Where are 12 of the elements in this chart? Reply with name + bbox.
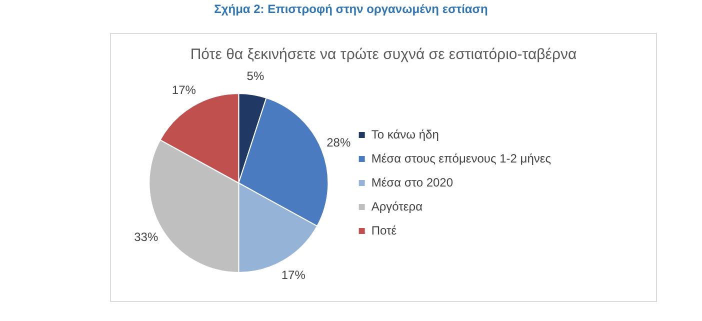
chart-title: Σχήμα 2: Επιστροφή στην οργανωμένη εστίαση xyxy=(213,2,489,16)
data-label: 28% xyxy=(326,136,351,150)
legend-label: Μέσα στους επόμενους 1-2 μήνες xyxy=(371,151,552,166)
data-label: 5% xyxy=(246,69,264,84)
legend-label: Το κάνω ήδη xyxy=(371,127,439,142)
legend-label: Αργότερα xyxy=(371,199,423,214)
data-label: 17% xyxy=(172,82,196,97)
legend-label: Μέσα στο 2020 xyxy=(371,175,454,190)
data-label: 33% xyxy=(134,230,158,244)
chart-subtitle: Πότε θα ξεκινήσετε να τρώτε συχνά σε εστιατόριο-ταβέρνα xyxy=(189,46,578,63)
data-label: 17% xyxy=(281,268,306,282)
legend-label: Ποτέ xyxy=(371,223,398,238)
